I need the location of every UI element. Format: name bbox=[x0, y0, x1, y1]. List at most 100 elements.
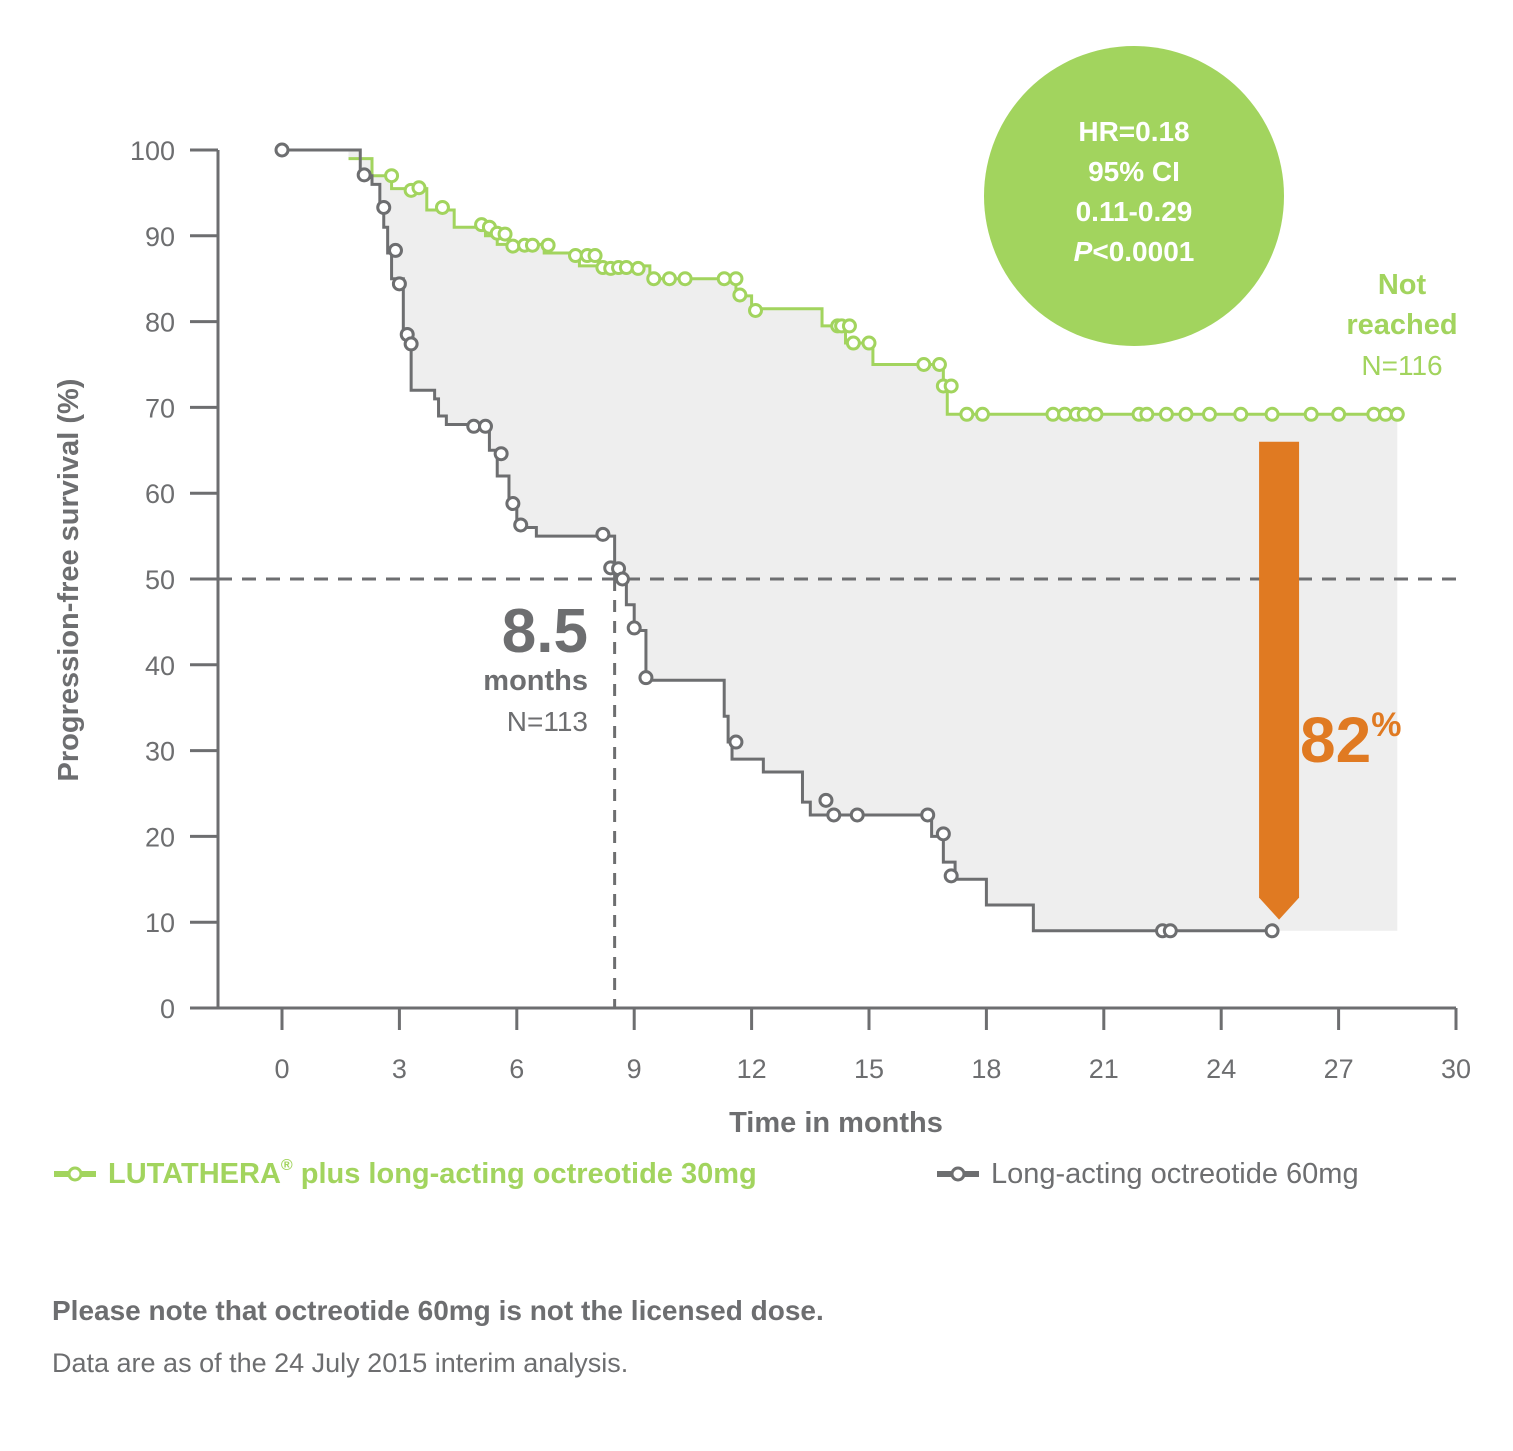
reduction-arrow bbox=[1259, 441, 1300, 920]
censor-mark-octreotide-26 bbox=[1162, 923, 1178, 939]
y-tick-label-100: 100 bbox=[130, 136, 175, 166]
y-tick-label-70: 70 bbox=[145, 393, 175, 423]
y-tick-label-80: 80 bbox=[145, 308, 175, 338]
hr-line-3: 0.11-0.29 bbox=[1076, 196, 1193, 227]
censor-mark-octreotide-19 bbox=[818, 792, 834, 808]
legend-label-octreotide: Long-acting octreotide 60mg bbox=[991, 1157, 1359, 1190]
censor-mark-lutathera-39 bbox=[1057, 406, 1073, 422]
censor-mark-lutathera-25 bbox=[732, 287, 748, 303]
censor-mark-lutathera-54 bbox=[1389, 406, 1405, 422]
censor-mark-lutathera-18 bbox=[618, 260, 634, 276]
censor-mark-lutathera-32 bbox=[916, 357, 932, 372]
censor-mark-octreotide-9 bbox=[493, 446, 509, 462]
censor-mark-lutathera-44 bbox=[1139, 406, 1155, 422]
dose-note: Please note that octreotide 60mg is not … bbox=[52, 1295, 824, 1326]
survival-gap-area bbox=[348, 150, 1398, 931]
x-tick-label-9: 9 bbox=[627, 1054, 642, 1084]
pfs-chart: 0 10 20 30 40 50 60 70 80 90 100 0 3 6 9 12 15 18 21 24 27 30… bbox=[53, 46, 1471, 1139]
censor-mark-lutathera-42 bbox=[1088, 406, 1104, 422]
censor-mark-octreotide-18 bbox=[728, 734, 744, 750]
data-footnote: Data are as of the 24 July 2015 interim … bbox=[52, 1348, 629, 1378]
censor-mark-lutathera-50 bbox=[1303, 406, 1319, 422]
hr-line-2: 95% CI bbox=[1088, 156, 1180, 187]
x-tick-label-12: 12 bbox=[737, 1054, 767, 1084]
censor-mark-lutathera-26 bbox=[748, 302, 764, 318]
censor-mark-lutathera-8 bbox=[505, 238, 521, 254]
median-octreotide-n: N=113 bbox=[507, 706, 588, 737]
censor-mark-lutathera-0 bbox=[384, 168, 400, 184]
censor-mark-octreotide-21 bbox=[849, 807, 865, 823]
y-tick-label-30: 30 bbox=[145, 737, 175, 767]
median-octreotide-value: 8.5 bbox=[502, 597, 588, 666]
legend-gray-marker-icon bbox=[937, 1166, 979, 1182]
censor-mark-lutathera-47 bbox=[1201, 406, 1217, 422]
censor-mark-lutathera-53 bbox=[1378, 406, 1394, 422]
hr-line-1: HR=0.18 bbox=[1078, 116, 1189, 147]
y-tick-label-20: 20 bbox=[145, 822, 175, 852]
censor-mark-octreotide-17 bbox=[638, 670, 654, 686]
y-tick-label-40: 40 bbox=[145, 651, 175, 681]
censor-mark-lutathera-21 bbox=[661, 271, 677, 287]
x-tick-label-18: 18 bbox=[971, 1054, 1001, 1084]
y-tick-label-60: 60 bbox=[145, 479, 175, 509]
x-tick-label-3: 3 bbox=[392, 1054, 407, 1084]
censor-mark-lutathera-2 bbox=[411, 180, 427, 196]
reduction-value-label: 82% bbox=[1300, 704, 1401, 776]
censor-mark-lutathera-52 bbox=[1366, 406, 1382, 422]
censor-mark-lutathera-29 bbox=[841, 318, 857, 334]
y-tick-label-50: 50 bbox=[145, 565, 175, 595]
x-tick-label-21: 21 bbox=[1089, 1054, 1119, 1084]
censor-mark-lutathera-38 bbox=[1045, 406, 1061, 422]
censor-mark-octreotide-10 bbox=[505, 495, 521, 511]
censor-mark-octreotide-1 bbox=[356, 167, 372, 183]
censor-mark-lutathera-3 bbox=[434, 199, 450, 215]
censor-mark-lutathera-23 bbox=[716, 271, 732, 287]
censor-mark-octreotide-3 bbox=[387, 242, 403, 258]
censor-mark-lutathera-22 bbox=[677, 271, 693, 287]
x-tick-label-30: 30 bbox=[1441, 1054, 1471, 1084]
censor-mark-octreotide-22 bbox=[920, 807, 936, 823]
x-axis-title: Time in months bbox=[729, 1107, 943, 1139]
censor-mark-lutathera-19 bbox=[630, 260, 646, 276]
x-tick-label-15: 15 bbox=[854, 1054, 884, 1084]
censor-mark-octreotide-20 bbox=[826, 807, 842, 823]
y-tick-label-0: 0 bbox=[160, 994, 175, 1024]
censor-mark-lutathera-45 bbox=[1158, 406, 1174, 422]
y-tick-label-10: 10 bbox=[145, 908, 175, 938]
censor-mark-octreotide-23 bbox=[935, 826, 951, 842]
censor-mark-octreotide-2 bbox=[376, 199, 392, 215]
censor-mark-octreotide-8 bbox=[477, 418, 493, 434]
censor-mark-octreotide-15 bbox=[614, 571, 630, 587]
censor-mark-lutathera-48 bbox=[1233, 406, 1249, 422]
censor-mark-lutathera-24 bbox=[728, 271, 744, 287]
censor-mark-lutathera-31 bbox=[861, 335, 877, 351]
x-tick-label-0: 0 bbox=[274, 1054, 289, 1084]
legend-item-octreotide: Long-acting octreotide 60mg bbox=[935, 1152, 1359, 1196]
censor-mark-octreotide-7 bbox=[466, 418, 482, 434]
median-lutathera-n: N=116 bbox=[1361, 350, 1442, 381]
censor-mark-lutathera-30 bbox=[845, 335, 861, 351]
censor-mark-octreotide-27 bbox=[1264, 923, 1280, 939]
censor-mark-lutathera-20 bbox=[646, 271, 662, 287]
y-tick-label-90: 90 bbox=[145, 222, 175, 252]
censor-mark-lutathera-35 bbox=[943, 378, 959, 394]
censor-mark-lutathera-37 bbox=[974, 406, 990, 422]
censor-mark-octreotide-0 bbox=[274, 142, 290, 158]
legend-item-lutathera: LUTATHERA® plus long-acting octreotide 3… bbox=[52, 1152, 757, 1196]
censor-mark-lutathera-36 bbox=[959, 406, 975, 422]
median-lutathera-line2: reached bbox=[1346, 309, 1457, 341]
legend-green-marker-icon bbox=[54, 1166, 96, 1182]
censor-mark-lutathera-49 bbox=[1264, 406, 1280, 422]
censor-mark-lutathera-14 bbox=[587, 248, 603, 264]
censor-mark-lutathera-7 bbox=[497, 226, 513, 242]
censor-mark-lutathera-51 bbox=[1331, 406, 1347, 422]
censor-mark-octreotide-4 bbox=[391, 276, 407, 292]
censor-mark-octreotide-16 bbox=[626, 620, 642, 636]
x-tick-label-6: 6 bbox=[509, 1054, 524, 1084]
x-tick-label-24: 24 bbox=[1206, 1054, 1236, 1084]
censor-mark-octreotide-24 bbox=[943, 868, 959, 884]
censor-mark-lutathera-10 bbox=[524, 237, 540, 253]
censor-mark-octreotide-11 bbox=[513, 517, 529, 533]
legend-label-lutathera: LUTATHERA® plus long-acting octreotide 3… bbox=[108, 1156, 757, 1190]
censor-mark-lutathera-11 bbox=[540, 237, 556, 253]
